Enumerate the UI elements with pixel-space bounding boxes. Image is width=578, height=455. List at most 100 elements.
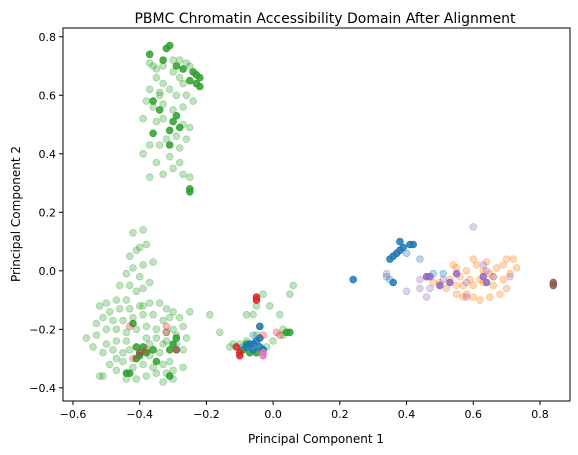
data-point (175, 73, 184, 82)
data-point (92, 331, 101, 340)
data-point (125, 345, 134, 354)
data-point (129, 229, 137, 237)
data-point (289, 281, 298, 290)
data-point (155, 91, 164, 100)
data-point (462, 266, 471, 275)
data-point (92, 319, 101, 328)
x-tick-label: 0.8 (531, 408, 549, 421)
data-point (179, 322, 187, 331)
data-point (102, 325, 111, 334)
data-point (452, 269, 461, 278)
data-point (482, 278, 491, 287)
data-point (99, 313, 107, 322)
data-point (142, 334, 151, 342)
data-point (125, 304, 134, 313)
data-point (349, 275, 358, 284)
data-point (549, 281, 558, 290)
data-point (145, 340, 154, 348)
data-point (149, 345, 157, 354)
y-tick-label: −0.2 (29, 323, 56, 336)
data-point (172, 331, 181, 340)
data-point (152, 357, 161, 366)
y-tick-label: 0.2 (39, 206, 57, 219)
data-point (232, 343, 241, 351)
data-point (145, 50, 154, 59)
data-point (182, 91, 191, 100)
data-point (182, 135, 191, 144)
x-tick-label: −0.4 (126, 408, 153, 421)
x-axis-label: Principal Component 1 (248, 432, 384, 446)
data-point (439, 269, 448, 278)
data-point (89, 343, 97, 351)
data-point (165, 85, 174, 94)
data-point (452, 281, 461, 290)
data-point (172, 334, 181, 342)
data-point (382, 269, 391, 278)
data-point (159, 100, 167, 108)
y-tick-label: 0.0 (39, 265, 57, 278)
data-point (109, 345, 117, 354)
data-point (499, 261, 508, 269)
data-point (259, 331, 267, 340)
data-point (132, 246, 141, 255)
data-point (416, 275, 424, 284)
data-point (472, 261, 481, 269)
data-point (172, 345, 181, 354)
data-point (175, 158, 184, 167)
data-point (142, 345, 151, 354)
data-point (175, 144, 184, 152)
y-axis: −0.4 −0.2 0.0 0.2 0.4 0.6 0.8 (29, 31, 63, 395)
data-point (125, 281, 134, 290)
data-point (162, 304, 171, 313)
data-point (149, 97, 157, 105)
data-point (152, 158, 161, 167)
data-point (179, 170, 187, 179)
data-point (426, 272, 434, 281)
data-point (175, 123, 184, 132)
data-point (112, 337, 121, 345)
points-layer (82, 41, 558, 386)
data-point (509, 255, 518, 263)
data-point (255, 322, 264, 331)
data-point (135, 302, 144, 310)
data-point (132, 343, 141, 351)
data-point (142, 97, 151, 105)
x-tick-label: 0.6 (465, 408, 483, 421)
data-point (265, 302, 274, 310)
plot-frame (62, 27, 571, 402)
data-point (462, 293, 471, 301)
data-point (179, 79, 187, 88)
data-point (169, 307, 177, 316)
data-point (416, 284, 424, 293)
data-point (182, 334, 191, 342)
data-point (119, 316, 127, 325)
data-point (175, 56, 184, 64)
data-point (105, 307, 114, 316)
data-point (155, 88, 164, 97)
data-point (396, 237, 404, 246)
data-point (486, 269, 494, 278)
data-point (139, 302, 147, 310)
data-point (155, 348, 164, 357)
data-point (139, 150, 147, 158)
data-point (502, 284, 511, 293)
data-point (386, 255, 394, 263)
data-point (275, 310, 284, 319)
data-point (285, 290, 294, 299)
data-point (145, 59, 154, 67)
data-point (142, 372, 151, 380)
x-tick-label: 0.4 (398, 408, 416, 421)
data-point (159, 114, 167, 123)
data-point (459, 293, 468, 301)
data-point (489, 272, 498, 281)
data-point (149, 258, 157, 266)
data-point (249, 310, 257, 319)
x-tick-label: 0.0 (264, 408, 282, 421)
data-point (236, 351, 244, 360)
data-point (142, 240, 151, 249)
data-point (132, 325, 141, 334)
data-point (269, 337, 277, 345)
data-point (169, 68, 177, 76)
data-point (145, 173, 154, 182)
data-point (442, 284, 451, 293)
